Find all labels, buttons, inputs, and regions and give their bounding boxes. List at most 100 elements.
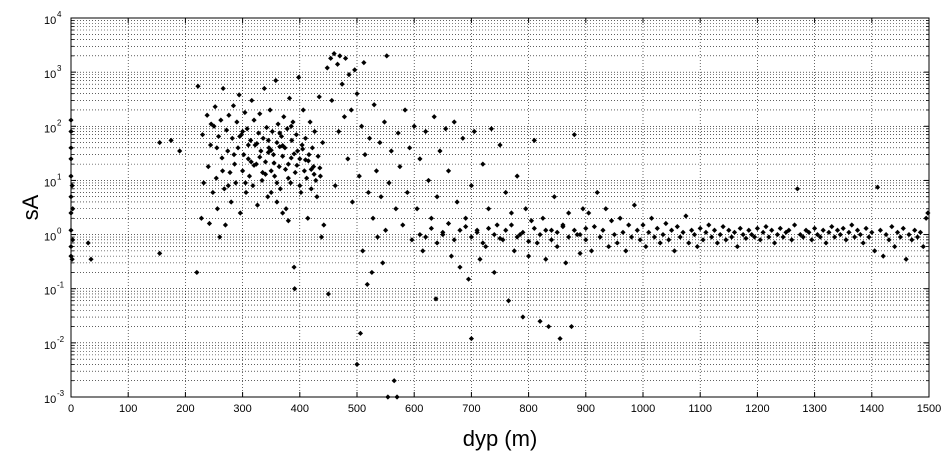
data-point (531, 225, 537, 232)
data-point (310, 164, 317, 170)
data-point (354, 91, 360, 97)
data-point (280, 153, 286, 159)
data-point (277, 130, 283, 136)
data-point (717, 231, 723, 238)
data-point (603, 206, 609, 212)
data-point (523, 206, 529, 212)
data-point (437, 148, 443, 154)
data-point (297, 156, 303, 162)
data-point (554, 243, 560, 250)
x-tick-label: 900 (577, 403, 595, 415)
data-point (483, 243, 489, 250)
y-tick-label-exponent: 2 (57, 118, 62, 127)
data-point (294, 162, 300, 168)
data-point (474, 229, 480, 235)
data-point (230, 103, 237, 109)
data-point (586, 210, 592, 216)
data-point (734, 243, 740, 250)
data-point (278, 133, 285, 140)
data-point (284, 126, 290, 132)
data-point (274, 199, 280, 205)
data-point (583, 225, 589, 232)
data-point (526, 238, 532, 244)
data-point (214, 145, 220, 151)
data-point (227, 169, 233, 176)
data-point (219, 168, 226, 174)
data-point (640, 222, 646, 228)
data-point (219, 155, 225, 161)
data-point (843, 237, 849, 243)
data-point (711, 227, 718, 233)
data-point (378, 194, 384, 200)
data-point (457, 227, 463, 233)
data-point (407, 145, 413, 151)
data-point (451, 119, 457, 125)
data-point (391, 378, 397, 384)
data-point (272, 173, 278, 179)
data-point (267, 107, 273, 113)
data-point (520, 314, 526, 320)
data-point (872, 248, 878, 254)
data-point (434, 194, 440, 200)
data-point (674, 224, 680, 230)
data-point (417, 156, 423, 162)
data-point (503, 189, 509, 196)
data-point (857, 231, 863, 238)
data-point (386, 180, 392, 186)
data-point (826, 229, 832, 235)
plot-frame (70, 17, 930, 398)
data-point (331, 51, 337, 57)
data-point (289, 137, 295, 143)
data-point (740, 231, 746, 238)
data-point (591, 224, 597, 230)
data-point (357, 330, 364, 336)
data-point (840, 225, 846, 232)
y-tick-label-exponent: 3 (57, 64, 62, 73)
data-point (468, 335, 474, 342)
data-point (420, 248, 426, 254)
data-point (208, 121, 214, 127)
data-point (423, 128, 429, 135)
data-point (837, 231, 843, 238)
data-point (291, 151, 297, 157)
data-point (366, 135, 373, 141)
data-point (275, 121, 281, 127)
data-point (537, 318, 543, 324)
data-point (271, 160, 277, 166)
data-point (866, 234, 872, 240)
data-point (568, 323, 575, 330)
data-point (318, 234, 325, 240)
data-point (324, 65, 330, 71)
data-point (454, 199, 460, 205)
data-point (277, 144, 283, 150)
axis-ticks (70, 17, 930, 398)
data-point (680, 229, 686, 235)
data-point (314, 194, 320, 200)
data-point (195, 83, 201, 89)
data-point (771, 240, 778, 246)
data-point (258, 148, 264, 154)
data-point (332, 183, 338, 189)
y-tick-label: 102 (44, 118, 62, 135)
data-point (543, 256, 549, 262)
data-point (362, 151, 368, 158)
x-tick-label: 400 (291, 403, 309, 415)
data-point (720, 224, 726, 230)
data-point (528, 218, 535, 224)
data-point (577, 231, 583, 238)
data-point (400, 222, 406, 228)
data-point (491, 269, 497, 276)
data-point (409, 237, 415, 243)
data-point (276, 164, 282, 170)
data-point (769, 227, 775, 233)
data-point (445, 220, 452, 227)
data-point (198, 215, 205, 221)
data-point (883, 231, 889, 238)
data-point (651, 234, 658, 240)
data-point (237, 210, 243, 216)
x-tick-label: 1200 (745, 403, 769, 415)
y-tick-label-base: 10 (44, 394, 56, 406)
data-point (917, 229, 924, 235)
